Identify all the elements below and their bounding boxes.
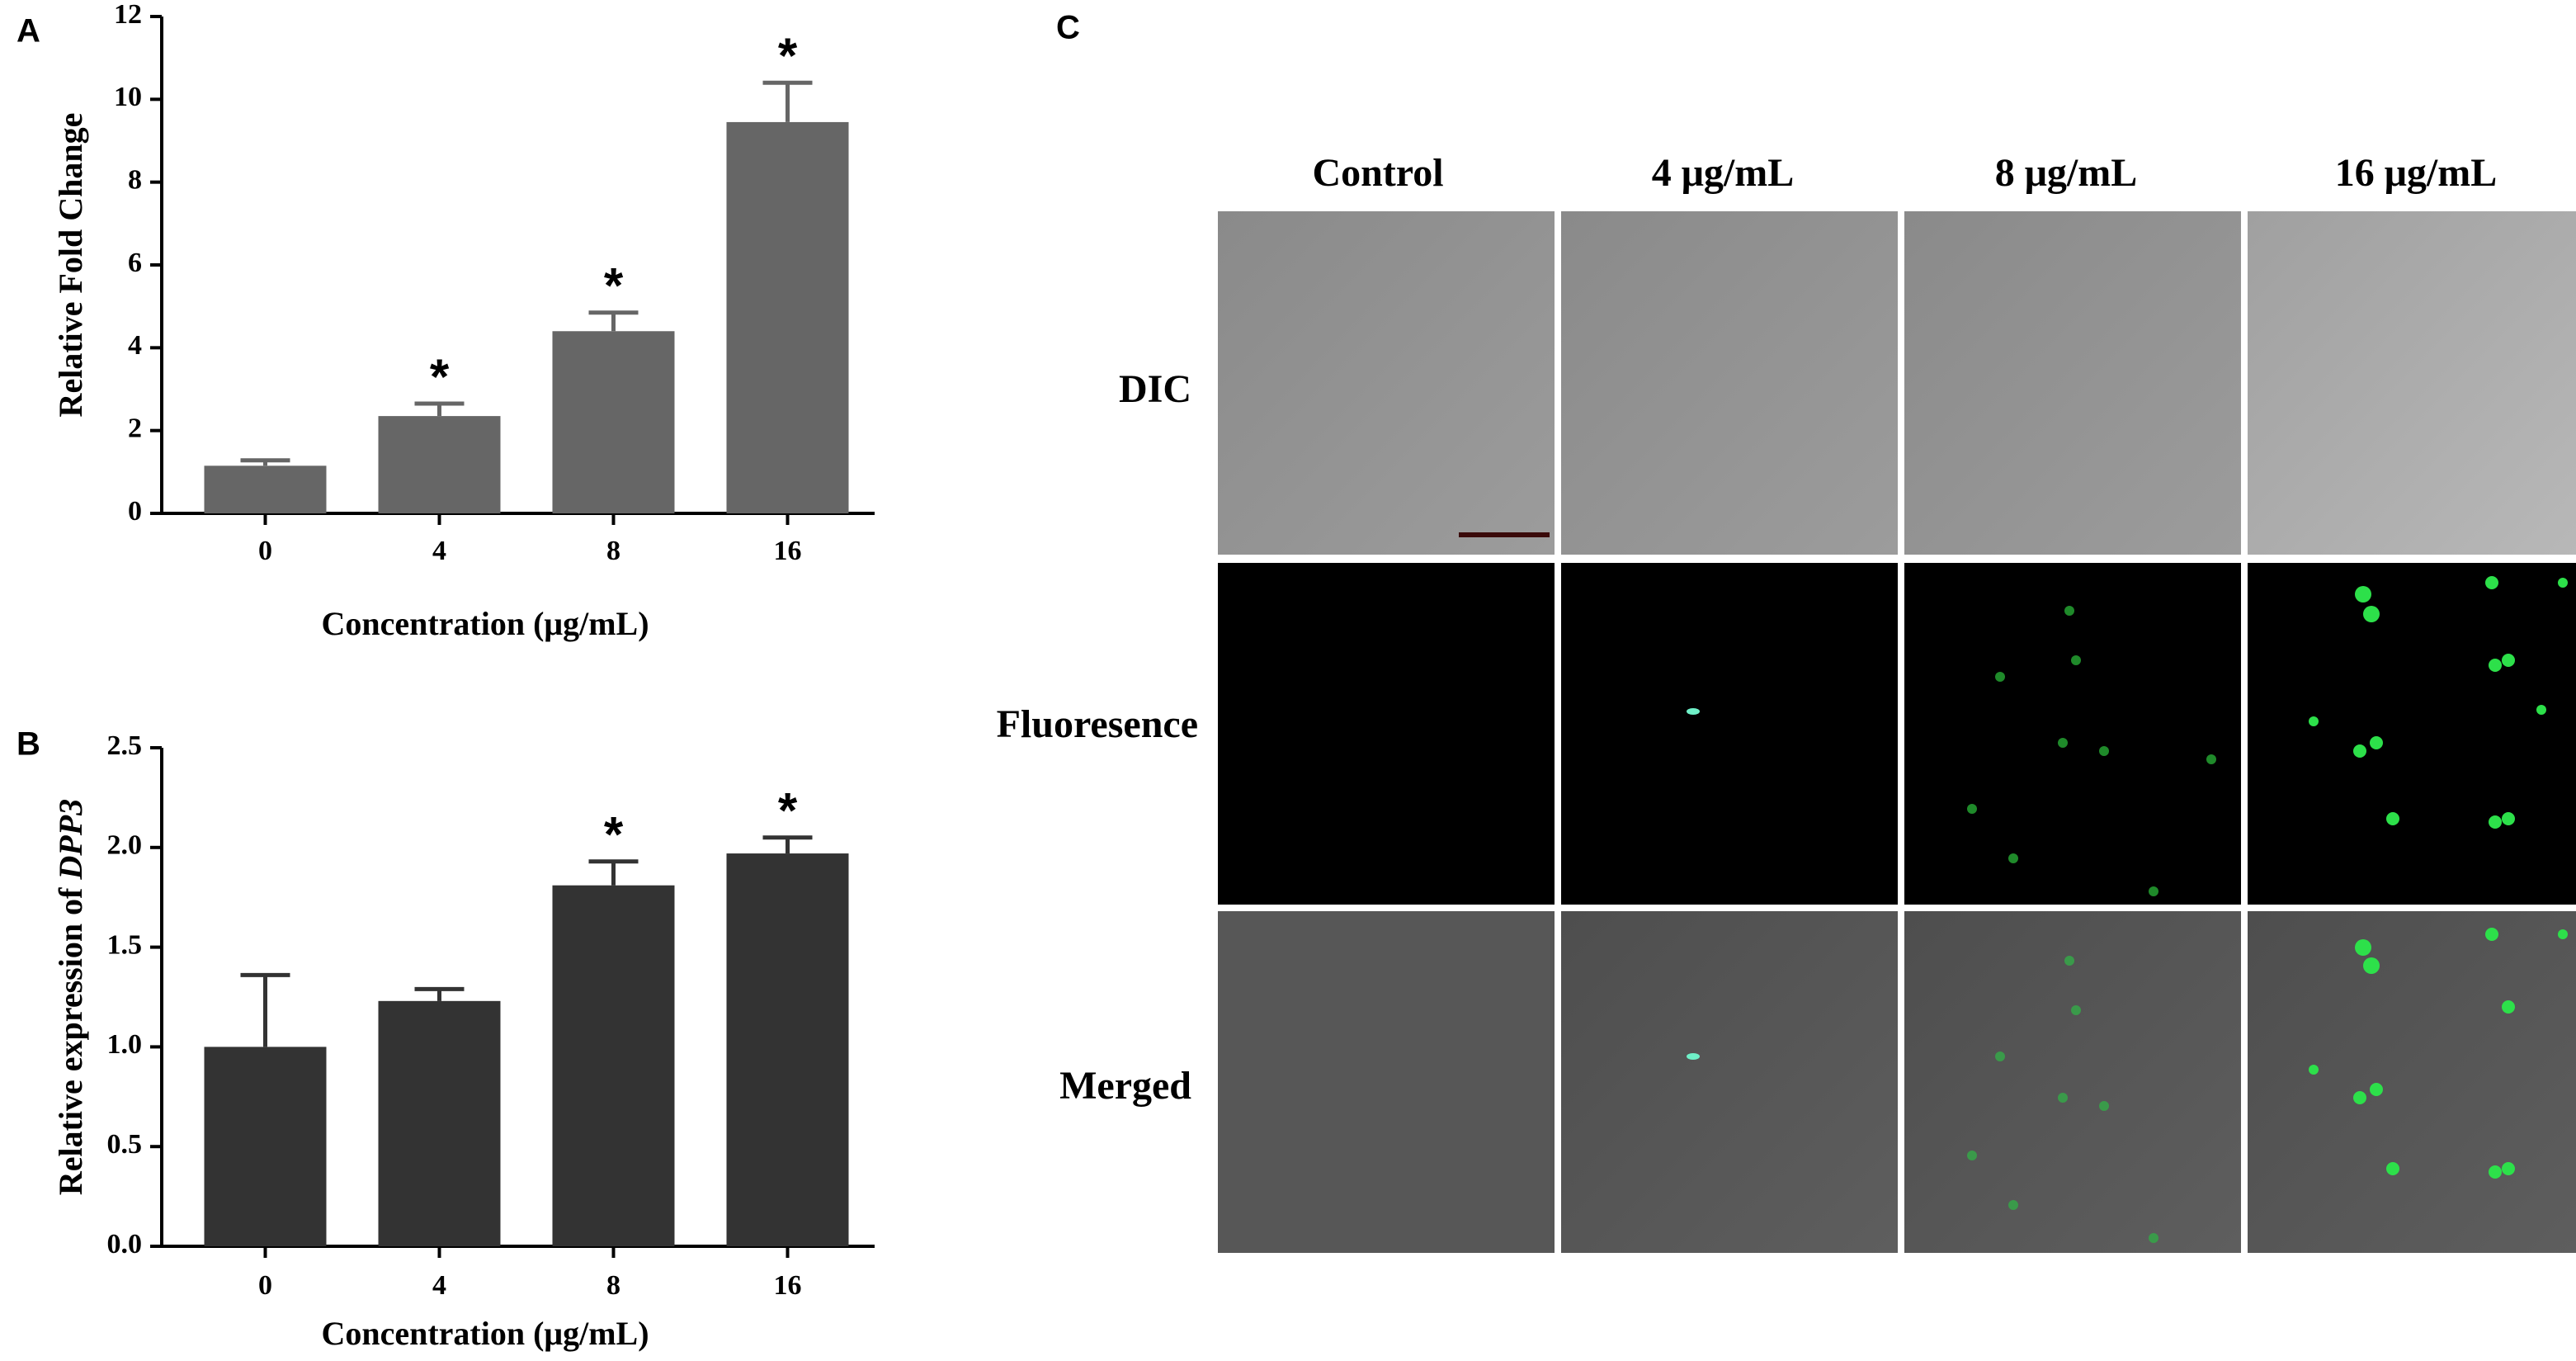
image-tile [1218, 211, 1555, 555]
error-bar [762, 80, 813, 122]
y-tick-label: 2 [128, 413, 142, 443]
panel-letter: B [17, 726, 40, 763]
row-label: DIC [1119, 367, 1191, 411]
bar [726, 853, 849, 1246]
image-tile [1904, 563, 2241, 905]
bar [378, 416, 501, 513]
y-axis-title-text: Relative Fold Change [52, 113, 89, 418]
significance-mark: * [778, 783, 798, 839]
row-label: Merged [1059, 1064, 1191, 1108]
column-label: 4 μg/mL [1652, 151, 1795, 195]
y-axis-title: Relative expression of DPP3 [52, 799, 89, 1195]
image-tile [1904, 211, 2241, 555]
x-tick-label: 16 [774, 1270, 802, 1301]
y-tick-label: 1.0 [107, 1029, 143, 1060]
error-bar [414, 986, 465, 1001]
cell-group [1967, 956, 2158, 1243]
cell-group [1967, 606, 2216, 896]
image-tile [2248, 911, 2576, 1253]
significance-mark: * [604, 258, 624, 314]
significance-mark: * [430, 349, 450, 404]
error-bar [588, 859, 639, 886]
x-tick-label: 4 [432, 536, 446, 566]
image-grid [1218, 211, 2576, 1253]
y-tick-label: 2.0 [107, 830, 143, 861]
y-axis-title-text: Relative expression of [52, 880, 89, 1196]
y-tick-label: 4 [128, 330, 142, 361]
x-tick-label: 16 [774, 536, 802, 566]
error-bar [588, 310, 639, 332]
image-tile [1218, 563, 1555, 905]
x-tick-label: 4 [432, 1270, 446, 1301]
y-tick-label: 0.0 [107, 1229, 143, 1259]
column-label: 16 μg/mL [2335, 151, 2498, 195]
y-axis-title: Relative Fold Change [52, 113, 89, 418]
bar [204, 1047, 327, 1246]
error-bar [240, 972, 290, 1047]
row-label: Fluoresence [997, 702, 1198, 746]
image-tile [1561, 563, 1898, 905]
error-bar [762, 835, 813, 854]
panel-letter: A [17, 13, 40, 50]
image-tile [2248, 211, 2576, 555]
significance-mark: * [778, 28, 798, 83]
y-tick-label: 0.5 [107, 1129, 143, 1160]
cell [1687, 1053, 1700, 1060]
cell [1687, 708, 1700, 715]
image-tile [1218, 911, 1555, 1253]
x-tick-label: 8 [606, 1270, 620, 1301]
image-tile [1904, 911, 2241, 1253]
y-tick-label: 2.5 [107, 730, 143, 761]
column-label: Control [1312, 151, 1443, 195]
column-label: 8 μg/mL [1995, 151, 2138, 195]
y-tick-label: 12 [114, 0, 142, 30]
y-tick-label: 10 [114, 82, 142, 112]
y-axis-title-italic: DPP3 [52, 799, 89, 881]
x-tick-label: 0 [258, 1270, 272, 1301]
bar [204, 465, 327, 513]
bar [552, 331, 675, 513]
image-tile [1561, 211, 1898, 555]
x-axis-title: Concentration (μg/mL) [321, 1315, 649, 1352]
panel-letter: C [1056, 10, 1080, 46]
image-tile [1561, 911, 1898, 1253]
image-tile [2248, 563, 2576, 905]
y-tick-label: 6 [128, 248, 142, 278]
cell-group [2309, 928, 2568, 1179]
x-tick-label: 0 [258, 536, 272, 566]
x-tick-label: 8 [606, 536, 620, 566]
bar [726, 121, 849, 514]
bar [378, 1000, 501, 1246]
error-bar [414, 401, 465, 417]
error-bar [240, 458, 290, 466]
bar [552, 885, 675, 1246]
cell-group [2309, 576, 2568, 829]
y-tick-label: 1.5 [107, 929, 143, 960]
significance-mark: * [604, 807, 624, 862]
y-tick-label: 0 [128, 496, 142, 527]
y-tick-label: 8 [128, 164, 142, 195]
x-axis-title: Concentration (μg/mL) [321, 605, 649, 642]
